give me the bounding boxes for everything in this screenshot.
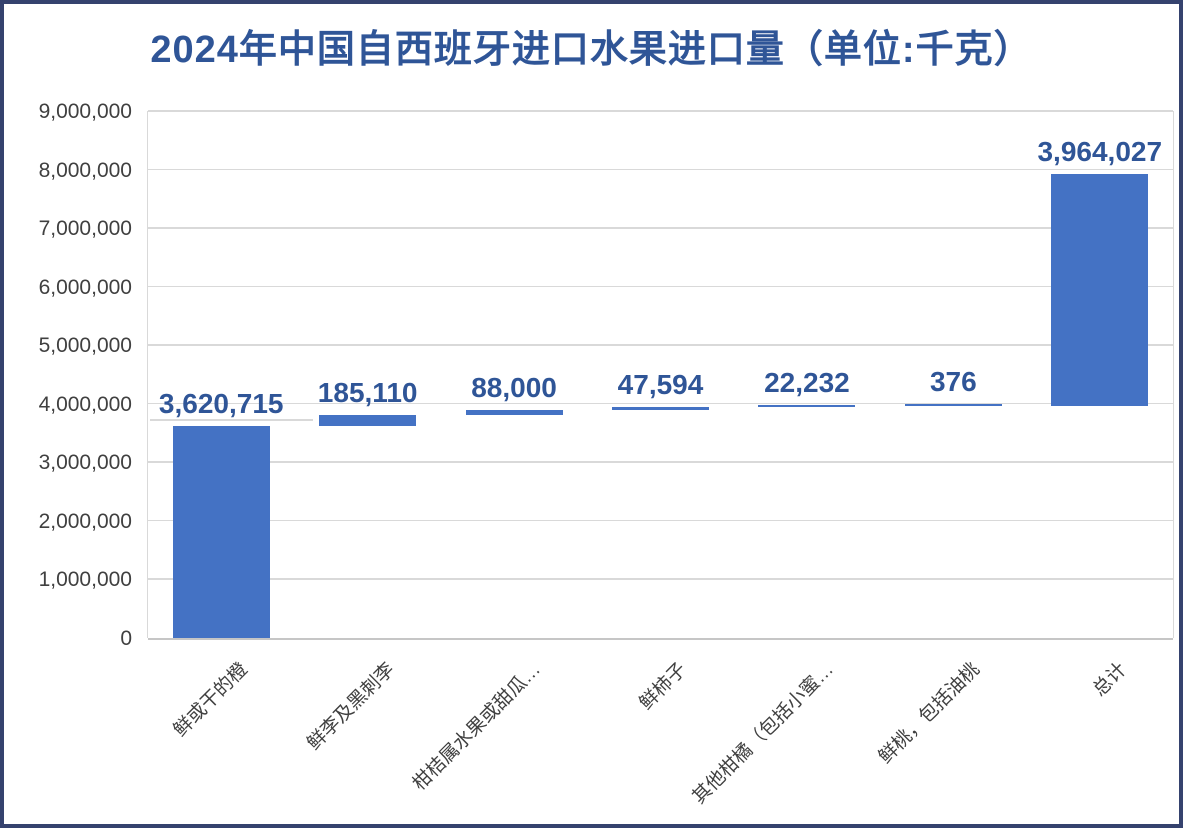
y-tick-label: 6,000,000 xyxy=(38,275,132,299)
gridline xyxy=(148,168,1173,171)
bar-data-label: 88,000 xyxy=(471,372,557,403)
gridline xyxy=(148,285,1173,288)
bar-4 xyxy=(612,407,709,410)
plot-area: 3,620,715 185,110 88,000 47,594 22,232 376 3,9… xyxy=(147,110,1174,640)
chart-title: 2024年中国自西班牙进口水果进口量（单位:千克） xyxy=(150,29,1033,71)
bar-data-label: 22,232 xyxy=(764,367,850,399)
bar-data-label: 3,620,715 xyxy=(158,388,284,419)
gridline xyxy=(148,402,1173,405)
y-tick-label: 0 xyxy=(120,627,132,650)
y-tick-label: 4,000,000 xyxy=(38,392,132,416)
y-tick-label: 3,000,000 xyxy=(38,451,132,475)
bar-7 xyxy=(1051,173,1149,406)
bar-data-label: 3,964,027 xyxy=(1037,135,1163,167)
gridline xyxy=(148,461,1173,463)
x-tick-label: 鲜柿子 xyxy=(636,659,692,715)
x-tick-label: 鲜李及黑刺李 xyxy=(303,659,399,755)
gridline xyxy=(148,519,1173,522)
bar-6 xyxy=(904,403,1002,406)
gridline xyxy=(148,227,1173,229)
bar-data-label: 47,594 xyxy=(617,369,704,401)
x-axis: 鲜或干的橙 鲜李及黑刺李 柑桔属水果或甜瓜… 鲜柿子 其他柑橘（包括小蜜… 鲜桃，包括油桃… xyxy=(4,4,1179,824)
y-tick-label: 7,000,000 xyxy=(38,217,132,241)
x-tick-label: 鲜或干的橙 xyxy=(170,659,253,742)
x-axis-line xyxy=(148,638,1173,640)
x-tick-label: 柑桔属水果或甜瓜… xyxy=(409,659,545,795)
gridline xyxy=(148,344,1173,346)
y-tick-label: 5,000,000 xyxy=(38,334,132,358)
bar-5 xyxy=(758,405,856,408)
x-tick-label: 鲜桃，包括油桃 xyxy=(875,659,985,768)
bar-1 xyxy=(172,425,270,638)
y-tick-label: 9,000,000 xyxy=(38,100,132,123)
connector-line xyxy=(150,418,314,421)
y-tick-label: 1,000,000 xyxy=(38,568,132,592)
gridline xyxy=(148,578,1173,580)
x-tick-label: 总计 xyxy=(1088,659,1131,701)
bar-data-label: 185,110 xyxy=(317,377,418,409)
gridline xyxy=(148,110,1173,112)
y-tick-label: 8,000,000 xyxy=(38,158,132,182)
bar-data-label: 376 xyxy=(929,365,977,397)
x-tick-label: 其他柑橘（包括小蜜… xyxy=(688,659,838,809)
bar-2 xyxy=(319,415,417,426)
y-tick-label: 2,000,000 xyxy=(38,509,132,533)
bar-3 xyxy=(465,409,563,416)
